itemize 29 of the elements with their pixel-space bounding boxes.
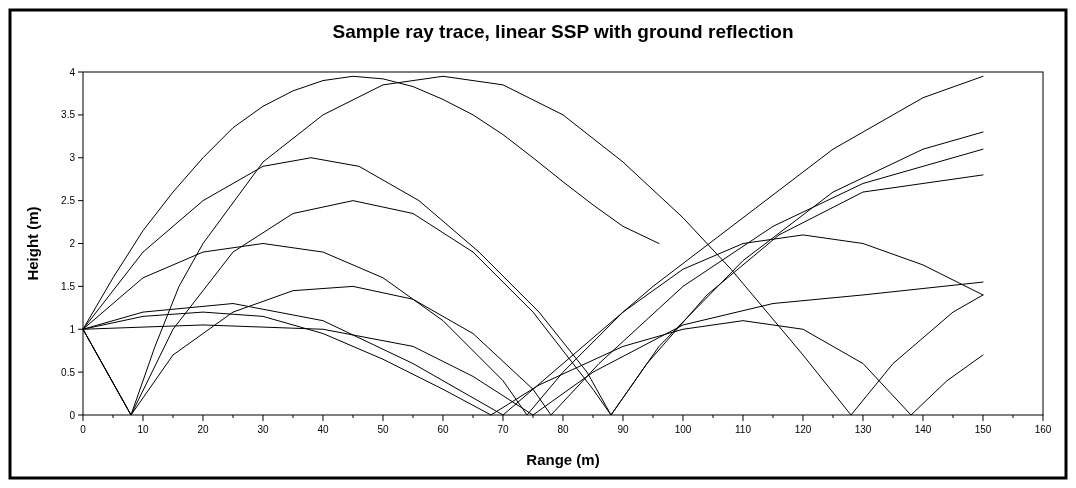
x-tick-label: 160 [1034, 424, 1052, 435]
x-tick-label: 60 [437, 424, 449, 435]
x-tick-label: 80 [557, 424, 569, 435]
chart-title: Sample ray trace, linear SSP with ground reflection [332, 21, 794, 42]
x-axis-title: Range (m) [526, 451, 600, 468]
y-axis-title: Height (m) [24, 206, 41, 281]
y-tick-label: 1 [69, 323, 76, 335]
x-tick-label: 70 [497, 424, 509, 435]
x-tick-label: 20 [197, 424, 209, 435]
y-tick-label: 4 [69, 66, 76, 78]
x-tick-label: 110 [735, 424, 752, 435]
y-tick-label: 0.5 [61, 366, 76, 378]
x-tick-label: 40 [317, 424, 329, 435]
x-tick-label: 50 [377, 424, 389, 435]
x-tick-label: 150 [974, 424, 992, 435]
y-tick-label: 2 [69, 238, 76, 249]
x-tick-label: 30 [257, 424, 269, 435]
y-tick-label: 3 [69, 152, 76, 164]
y-tick-label: 2.5 [61, 195, 76, 207]
x-tick-label: 140 [914, 424, 932, 435]
x-tick-label: 10 [137, 424, 149, 435]
x-tick-label: 120 [794, 424, 812, 435]
y-tick-label: 3.5 [61, 109, 76, 121]
x-tick-label: 90 [617, 424, 629, 435]
y-tick-label: 1.5 [61, 280, 76, 292]
x-tick-label: 0 [80, 424, 87, 435]
y-tick-label: 0 [69, 409, 76, 421]
x-tick-label: 130 [854, 424, 872, 435]
x-tick-label: 100 [674, 424, 692, 435]
